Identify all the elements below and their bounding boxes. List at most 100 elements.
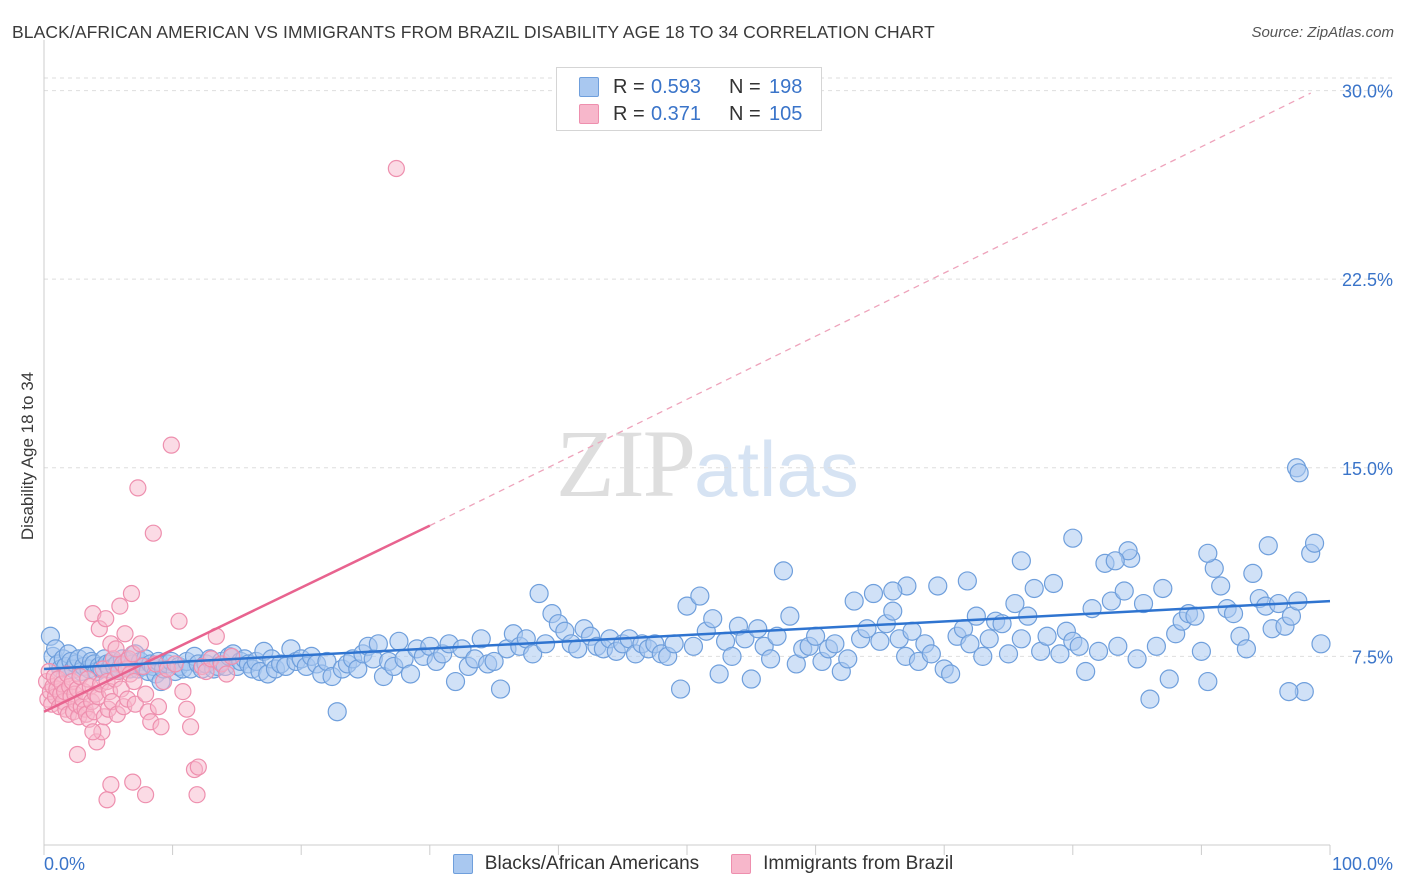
point-blacks [722,646,742,666]
point-blacks [1108,636,1128,656]
point-blacks [1088,641,1109,661]
source-label: Source: ZipAtlas.com [1251,24,1394,41]
point-blacks [1133,593,1154,614]
point-blacks [690,586,710,606]
point-blacks [1311,634,1331,654]
point-brazil [189,758,207,776]
point-blacks [1101,591,1121,611]
point-brazil [136,685,155,703]
point-blacks [683,636,704,656]
legend-row-blacks: R = 0.593 N = 198 [579,74,802,100]
legend-r-value: 0.371 [651,102,702,125]
point-blacks [973,646,993,666]
point-blacks [1236,639,1257,659]
y-tick-label: 30.0% [1342,82,1393,102]
point-blacks [780,606,800,626]
point-blacks [1279,681,1299,702]
trendline-brazil [43,524,431,713]
point-blacks [452,639,472,659]
point-blacks [1159,669,1179,689]
legend-swatch-blue [452,854,473,874]
point-brazil [126,695,144,713]
legend-swatch-pink [579,104,599,124]
point-blacks [941,664,961,684]
legend-r-label: R = [613,75,645,98]
point-brazil [188,786,206,804]
point-brazil [174,682,192,701]
legend-n-value: 198 [769,75,803,98]
point-blacks [523,644,543,664]
point-blacks [327,702,347,722]
point-blacks [368,634,388,654]
point-blacks [1288,591,1308,611]
point-brazil [125,672,143,691]
point-brazil [152,718,170,736]
point-blacks [1211,576,1231,596]
point-blacks [709,664,729,684]
point-brazil [129,479,147,497]
point-blacks [844,591,864,611]
point-blacks [1304,533,1325,553]
point-blacks [1223,604,1244,624]
point-brazil [178,700,196,718]
point-blacks [445,671,466,692]
point-brazil [182,718,200,736]
point-blacks [825,634,845,654]
point-blacks [1198,543,1218,563]
point-blacks [1037,626,1057,646]
point-blacks [677,596,697,616]
watermark-zip: ZIP [556,410,696,517]
y-tick-label: 7.5% [1352,647,1393,667]
point-blacks [484,651,504,672]
point-blacks [966,606,986,626]
point-blacks [490,679,511,699]
point-brazil [107,640,125,658]
point-blacks [928,576,948,596]
point-blacks [979,629,999,649]
point-brazil [218,665,236,683]
point-blacks [1114,581,1134,601]
y-tick-label: 15.0% [1342,459,1393,479]
point-blacks [1243,563,1263,584]
legend-label-brazil: Immigrants from Brazil [763,853,954,874]
point-blacks [870,631,890,651]
point-brazil [116,625,134,643]
legend-item-blacks[interactable]: Blacks/African Americans [452,853,700,875]
point-blacks [1146,636,1166,656]
point-blacks [957,571,977,591]
point-blacks [1118,541,1138,561]
legend-n-value: 105 [769,102,803,125]
legend-label-blacks: Blacks/African Americans [484,853,700,874]
point-brazil [149,698,168,716]
point-blacks [1069,636,1089,656]
y-tick-label: 22.5% [1342,270,1393,290]
trendline-blacks [43,599,1331,671]
point-blacks [1105,551,1125,571]
legend-item-brazil[interactable]: Immigrants from Brazil [731,853,953,875]
point-blacks [960,634,980,654]
point-blacks [1191,641,1212,661]
point-brazil [162,436,180,454]
point-blacks [471,629,491,649]
point-brazil [84,723,102,741]
point-blacks [1127,649,1147,669]
point-brazil [98,791,116,809]
point-blacks [1011,551,1031,571]
point-blacks [400,664,421,684]
trendline-brazil-extension [429,92,1311,527]
chart-title: BLACK/AFRICAN AMERICAN VS IMMIGRANTS FRO… [12,22,935,42]
point-blacks [1011,629,1031,649]
point-blacks [1140,689,1160,709]
point-brazil [111,597,129,615]
watermark-atlas: atlas [694,425,859,513]
point-blacks [1289,463,1309,483]
point-blacks [1185,606,1205,626]
x-tick-label-max: 100.0% [1332,854,1393,874]
point-blacks [883,581,903,601]
point-brazil [387,159,405,178]
point-blacks [1258,536,1278,556]
point-brazil [122,584,141,603]
point-brazil [170,612,188,630]
point-blacks [921,644,941,664]
point-blacks [735,629,755,649]
